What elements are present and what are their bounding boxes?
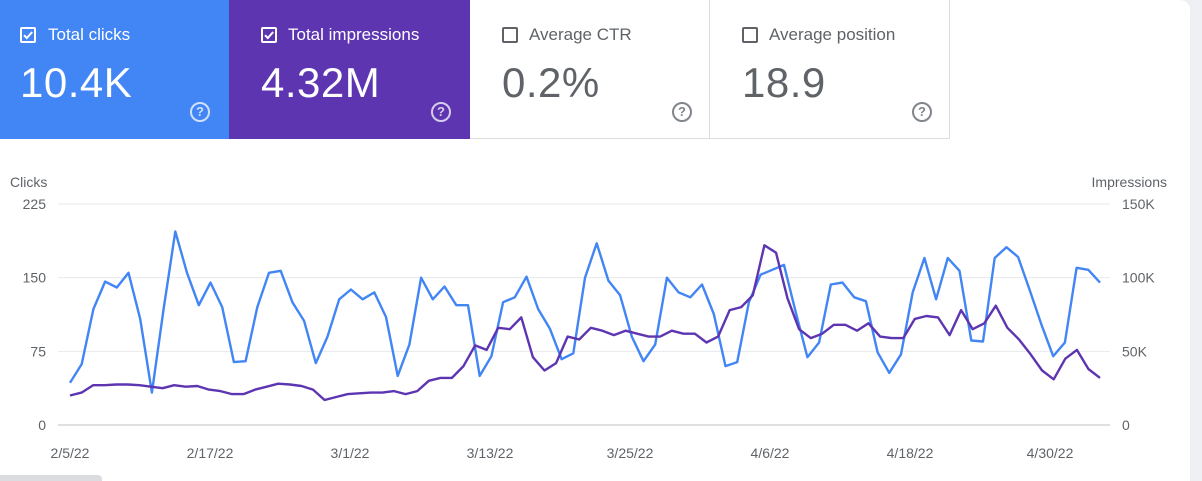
help-icon[interactable]: ? [190,102,210,122]
metric-tile-average-ctr[interactable]: Average CTR 0.2% ? [470,0,710,139]
x-axis-tick-label: 4/18/22 [887,445,934,461]
help-icon[interactable]: ? [431,102,451,122]
x-axis-tick-label: 4/6/22 [751,445,790,461]
right-axis-tick-label: 100K [1122,270,1155,286]
performance-chart: Clicks Impressions 225 150K 150 100K 75 50K 0 0… [10,174,1167,461]
right-axis-tick-label: 50K [1122,343,1148,359]
metric-tile-total-clicks[interactable]: Total clicks 10.4K ? [0,0,239,139]
metric-value: 18.9 [742,59,826,106]
checkbox-checked-icon[interactable] [20,27,36,43]
metric-tile-average-position[interactable]: Average position 18.9 ? [710,0,950,139]
checkbox-unchecked-icon[interactable] [502,27,518,43]
horizontal-scrollbar[interactable] [0,475,102,481]
series-line-impressions[interactable] [69,244,1101,402]
help-icon[interactable]: ? [672,102,692,122]
x-axis-tick-label: 2/5/22 [51,445,90,461]
metric-value: 10.4K [20,59,133,106]
x-axis-tick-label: 2/17/22 [187,445,234,461]
metric-tile-total-impressions[interactable]: Total impressions 4.32M ? [229,0,470,139]
help-icon[interactable]: ? [912,102,932,122]
metric-label: Average position [769,25,896,44]
checkbox-unchecked-icon[interactable] [742,27,758,43]
left-axis-tick-label: 225 [23,196,47,212]
right-axis-tick-label: 150K [1122,196,1155,212]
left-axis-tick-label: 75 [30,343,46,359]
left-axis-tick-label: 0 [38,417,46,433]
x-axis-tick-label: 3/13/22 [467,445,514,461]
axis-ticks: 225 150K 150 100K 75 50K 0 0 2/5/22 2/17/22 3/1/22… [23,196,1156,461]
left-axis-tick-label: 150 [23,270,47,286]
series-line-clicks[interactable] [68,230,1101,394]
metric-label: Total impressions [288,25,420,44]
series-lines [68,230,1101,402]
x-axis-tick-label: 3/25/22 [607,445,654,461]
x-axis-tick-label: 4/30/22 [1027,445,1074,461]
right-axis-title: Impressions [1092,174,1167,190]
checkbox-checked-icon[interactable] [261,27,277,43]
x-axis-tick-label: 3/1/22 [331,445,370,461]
metric-label: Total clicks [48,25,131,44]
metric-value: 4.32M [261,59,381,106]
metric-value: 0.2% [502,59,600,106]
gridlines [58,203,1110,426]
metric-label: Average CTR [529,25,632,44]
right-axis-tick-label: 0 [1122,417,1130,433]
left-axis-title: Clicks [10,174,47,190]
